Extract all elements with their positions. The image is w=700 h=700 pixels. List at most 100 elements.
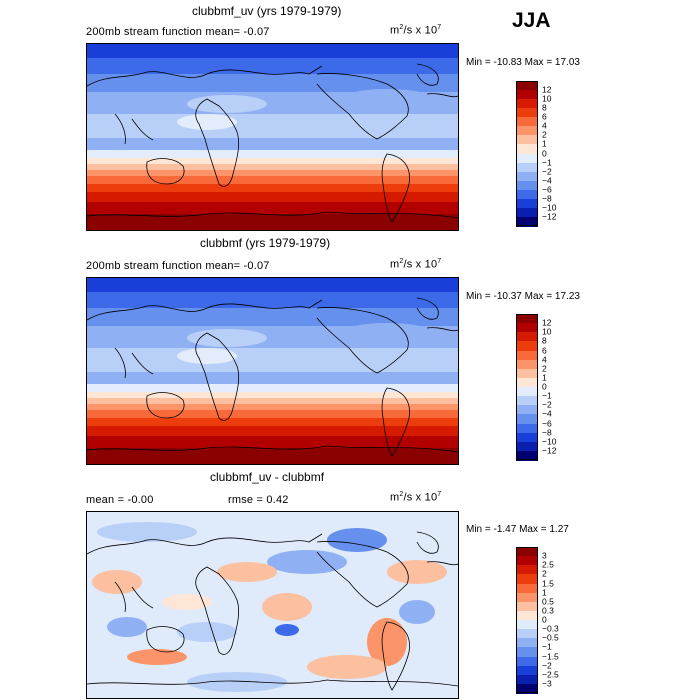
- panel-3-title: clubbmf_uv - clubbmf: [210, 470, 325, 484]
- colorbar-swatch: [516, 216, 538, 227]
- diff-contour-blob: [97, 522, 197, 542]
- panel-1-minmax: Min = -10.83 Max = 17.03: [466, 57, 580, 68]
- colorbar-tick-label: −4: [542, 408, 552, 419]
- contour-band: [87, 410, 458, 419]
- colorbar-tick-label: 12: [542, 317, 552, 328]
- contour-band: [87, 392, 458, 399]
- colorbar-swatch: [516, 683, 538, 694]
- colorbar-tick-label: 2: [542, 129, 547, 140]
- panel-1-map: [86, 43, 459, 231]
- colorbar-tick-label: −12: [542, 211, 557, 222]
- panel-3-map: [86, 511, 459, 699]
- diff-contour-blob: [162, 594, 212, 610]
- colorbar-tick-label: 3: [542, 550, 547, 561]
- colorbar-tick-label: 0.3: [542, 605, 554, 616]
- diff-contour-blob: [217, 562, 277, 582]
- contour-band: [87, 58, 458, 75]
- colorbar-tick-label: 0.5: [542, 596, 554, 607]
- diff-contour-blob: [177, 622, 237, 642]
- colorbar-tick-label: 2: [542, 568, 547, 579]
- contour-band: [87, 184, 458, 193]
- colorbar-tick-label: 1: [542, 372, 547, 383]
- contour-band: [87, 418, 458, 427]
- colorbar-swatch: [516, 450, 538, 461]
- colorbar-tick-label: 6: [542, 345, 547, 355]
- panel-3-colorbar: 3 2.5 2 1.5 1 0.5 0.3 0 −0.3 −0.5 −1 −1.5 −2 −2.5 −3: [516, 547, 576, 694]
- colorbar-tick-label: 12: [542, 84, 552, 95]
- panel-1-title: clubbmf_uv (yrs 1979-1979): [192, 4, 342, 18]
- contour-band: [87, 138, 458, 151]
- contour-patch: [342, 323, 432, 343]
- colorbar-tick-label: 4: [542, 120, 547, 131]
- colorbar-tick-label: −12: [542, 445, 557, 456]
- contour-band: [87, 426, 458, 437]
- contour-band: [87, 448, 458, 464]
- colorbar-tick-label: −2: [542, 660, 552, 671]
- contour-band: [87, 192, 458, 203]
- diff-contour-blob: [327, 528, 387, 552]
- panel-3-rmse: rmse = 0.42: [228, 494, 289, 506]
- diff-contour-blob: [107, 617, 147, 637]
- colorbar-tick-label: −8: [542, 193, 552, 204]
- colorbar-tick-label: −10: [542, 202, 557, 213]
- coastlines: [87, 531, 458, 691]
- contour-band: [87, 384, 458, 393]
- diff-contour-blob: [262, 593, 312, 621]
- colorbar-tick-label: 10: [542, 326, 552, 337]
- colorbar-tick-label: 6: [542, 111, 547, 122]
- contour-band: [87, 404, 458, 411]
- contour-patch: [187, 95, 267, 113]
- panel-2-colorbar: 12 10 8 6 4 2 1 0 −1 −2 −4 −6 −8 −10 −12: [516, 314, 576, 461]
- colorbar-tick-label: −1: [542, 390, 552, 401]
- contour-band: [87, 292, 458, 309]
- colorbar-tick-label: −2: [542, 399, 552, 410]
- colorbar-tick-label: 8: [542, 102, 547, 113]
- colorbar-tick-label: 0: [542, 148, 547, 158]
- panel-3-units: m2/s x 107: [390, 491, 442, 504]
- contour-band: [87, 170, 458, 177]
- panel-2-units: m2/s x 107: [390, 258, 442, 271]
- diff-contour-blob: [187, 672, 287, 692]
- colorbar-tick-label: 4: [542, 354, 547, 365]
- contour-band: [87, 372, 458, 385]
- diff-contour-blob: [92, 570, 142, 594]
- colorbar-tick-label: 2.5: [542, 559, 554, 570]
- panel-1-colorbar: 12 10 8 6 4 2 1 0 −1 −2 −4 −6 −8 −10 −12: [516, 81, 576, 227]
- contour-band: [87, 74, 458, 93]
- contour-patch: [177, 114, 237, 130]
- colorbar-tick-label: −8: [542, 427, 552, 438]
- colorbar-tick-label: 0: [542, 381, 547, 392]
- colorbar-tick-label: −2: [542, 166, 552, 177]
- colorbar-tick-label: −6: [542, 184, 552, 195]
- panel-1-units: m2/s x 107: [390, 24, 442, 37]
- colorbar-tick-label: 0: [542, 614, 547, 625]
- colorbar-tick-label: −6: [542, 418, 552, 428]
- contour-band: [87, 164, 458, 171]
- coastlines: [87, 297, 458, 457]
- diff-contour-blob: [307, 655, 387, 679]
- contour-band: [87, 202, 458, 215]
- panel-2-subtitle: 200mb stream function mean= -0.07: [86, 260, 270, 272]
- contour-band: [87, 436, 458, 449]
- contour-band: [87, 158, 458, 165]
- panel-3-mean: mean = -0.00: [86, 494, 154, 506]
- panel-2-map: [86, 277, 459, 465]
- colorbar-tick-label: −1.5: [542, 651, 559, 661]
- colorbar-tick-label: 1: [542, 138, 547, 149]
- diff-contour-blob: [367, 618, 407, 666]
- contour-band: [87, 348, 458, 373]
- panel-2-minmax: Min = -10.37 Max = 17.23: [466, 291, 580, 302]
- panel-1-subtitle: 200mb stream function mean= -0.07: [86, 26, 270, 38]
- colorbar-tick-label: −0.3: [542, 623, 559, 634]
- colorbar-tick-label: −0.5: [542, 632, 559, 643]
- contour-band: [87, 214, 458, 230]
- colorbar-tick-label: 1.5: [542, 578, 554, 588]
- colorbar-tick-label: 10: [542, 93, 552, 104]
- colorbar-tick-label: −10: [542, 436, 557, 447]
- diff-contour-blob: [387, 560, 447, 584]
- contour-band: [87, 398, 458, 405]
- colorbar-tick-label: 2: [542, 363, 547, 374]
- contour-band: [87, 44, 458, 59]
- coastlines: [87, 63, 458, 223]
- contour-patch: [342, 89, 432, 109]
